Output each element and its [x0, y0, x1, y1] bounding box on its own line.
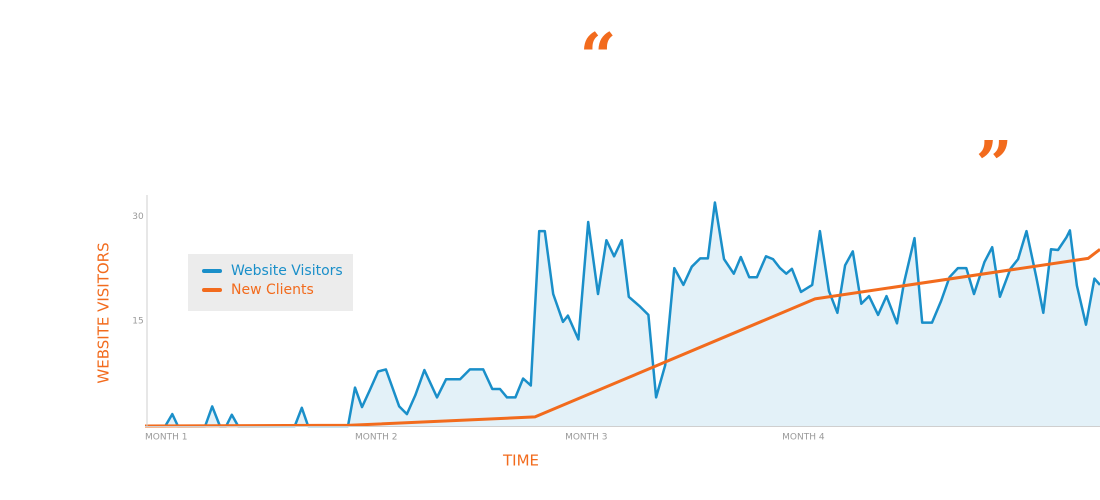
- legend-box: [188, 254, 353, 311]
- legend: Website Visitors New Clients: [188, 254, 353, 311]
- quote-open: “: [580, 20, 617, 95]
- x-tick-label: MONTH 3: [565, 433, 607, 443]
- y-tick-label: 15: [132, 317, 143, 327]
- y-tick-label: 30: [132, 212, 144, 222]
- y-axis-title: WEBSITE VISITORS: [95, 242, 113, 383]
- area: [145, 202, 1100, 426]
- line: [144, 248, 1100, 428]
- line: [145, 201, 1100, 428]
- x-tick-label: MONTH 4: [782, 433, 825, 443]
- legend-label: New Clients: [231, 282, 314, 298]
- x-tick-label: MONTH 2: [355, 433, 397, 443]
- x-axis-title: TIME: [502, 452, 539, 470]
- x-tick-label: MONTH 1: [145, 433, 187, 443]
- quote-close: ”: [976, 128, 1013, 203]
- plot-area: [144, 201, 1100, 428]
- legend-label: Website Visitors: [231, 263, 343, 279]
